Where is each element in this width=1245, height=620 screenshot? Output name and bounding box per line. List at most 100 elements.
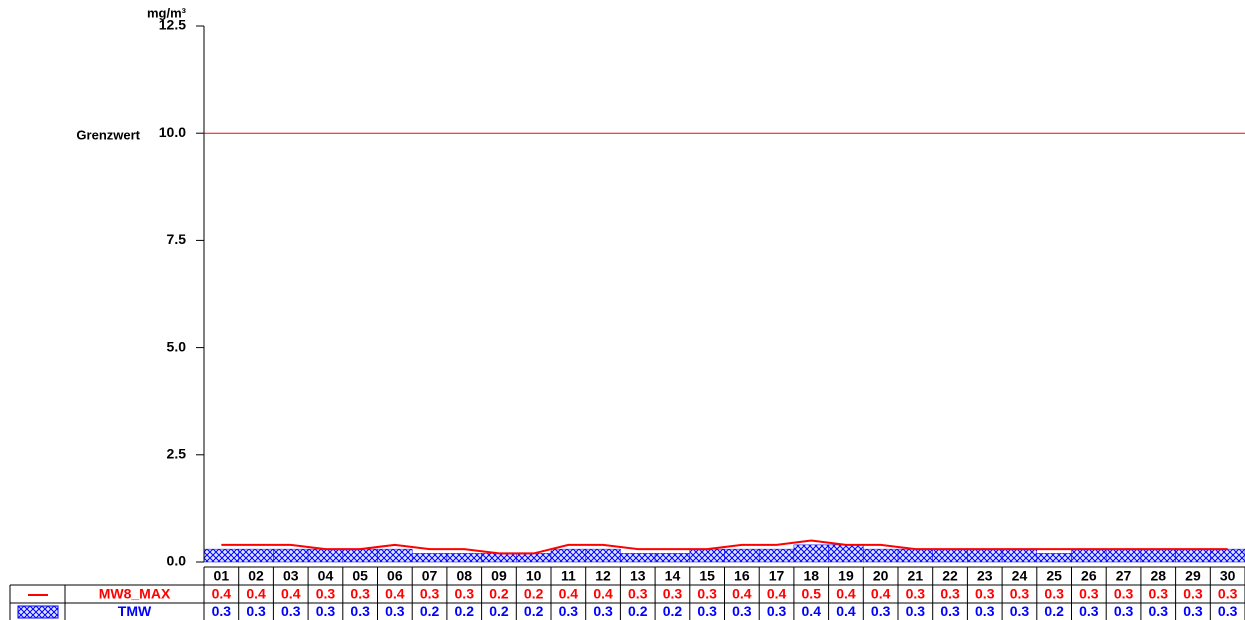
data-label: 0.2 <box>524 603 544 619</box>
bar <box>967 548 1003 563</box>
data-label: 0.3 <box>1114 603 1134 619</box>
bar <box>828 544 864 563</box>
x-tick-label: 16 <box>734 568 750 584</box>
data-label: 0.4 <box>767 586 787 602</box>
y-tick-label: 7.5 <box>167 231 187 247</box>
bar <box>411 553 448 563</box>
x-tick-label: 01 <box>214 568 230 584</box>
data-label: 0.5 <box>802 586 822 602</box>
data-label: 0.3 <box>1079 603 1099 619</box>
bar <box>932 548 968 563</box>
data-label: 0.4 <box>836 603 856 619</box>
data-label: 0.2 <box>1044 603 1064 619</box>
x-tick-label: 07 <box>422 568 438 584</box>
x-tick-label: 20 <box>873 568 889 584</box>
data-label: 0.4 <box>212 586 232 602</box>
y-tick-label: 12.5 <box>159 17 186 33</box>
bar <box>1001 548 1038 563</box>
bar <box>689 548 725 563</box>
x-tick-label: 23 <box>977 568 993 584</box>
bar <box>585 548 621 563</box>
x-tick-label: 15 <box>699 568 715 584</box>
data-label: 0.3 <box>732 603 752 619</box>
bar <box>793 544 829 563</box>
data-label: 0.3 <box>975 603 995 619</box>
data-label: 0.3 <box>940 586 960 602</box>
bar <box>516 553 552 563</box>
data-label: 0.3 <box>663 586 683 602</box>
bar <box>1210 548 1245 563</box>
x-tick-label: 26 <box>1081 568 1097 584</box>
data-label: 0.3 <box>1183 586 1203 602</box>
x-tick-label: 13 <box>630 568 646 584</box>
data-label: 0.3 <box>1114 586 1134 602</box>
data-label: 0.4 <box>802 603 822 619</box>
data-label: 0.3 <box>1079 586 1099 602</box>
data-label: 0.3 <box>1218 603 1238 619</box>
data-label: 0.2 <box>524 586 544 602</box>
data-label: 0.3 <box>1044 586 1064 602</box>
x-tick-label: 14 <box>665 568 681 584</box>
data-label: 0.3 <box>628 586 648 602</box>
x-tick-label: 08 <box>456 568 472 584</box>
x-tick-label: 04 <box>318 568 334 584</box>
legend-label: TMW <box>118 603 152 619</box>
bar <box>481 553 517 563</box>
bar <box>620 553 656 563</box>
data-label: 0.3 <box>1010 586 1030 602</box>
y-axis-label: mg/m³ <box>147 5 187 20</box>
bar <box>342 548 378 563</box>
x-tick-label: 11 <box>561 568 576 584</box>
x-tick-label: 21 <box>908 568 924 584</box>
data-label: 0.2 <box>420 603 440 619</box>
data-label: 0.3 <box>455 586 475 602</box>
data-label: 0.3 <box>1010 603 1030 619</box>
bar <box>203 548 239 563</box>
data-label: 0.4 <box>871 586 891 602</box>
data-label: 0.3 <box>593 603 613 619</box>
data-label: 0.3 <box>316 586 336 602</box>
data-label: 0.3 <box>975 586 995 602</box>
data-label: 0.4 <box>559 586 579 602</box>
data-label: 0.2 <box>489 603 509 619</box>
data-label: 0.2 <box>628 603 648 619</box>
data-label: 0.3 <box>246 603 266 619</box>
x-tick-label: 06 <box>387 568 403 584</box>
legend-symbol <box>17 605 59 619</box>
bar <box>273 548 309 563</box>
data-label: 0.3 <box>697 603 717 619</box>
bar <box>724 548 760 563</box>
data-label: 0.3 <box>906 586 926 602</box>
bar <box>758 548 795 563</box>
data-label: 0.3 <box>906 603 926 619</box>
x-tick-label: 02 <box>248 568 264 584</box>
x-tick-label: 19 <box>838 568 854 584</box>
y-tick-label: 0.0 <box>167 553 187 569</box>
data-label: 0.3 <box>212 603 232 619</box>
data-label: 0.3 <box>871 603 891 619</box>
bar <box>1071 548 1107 563</box>
x-tick-label: 12 <box>595 568 611 584</box>
x-tick-label: 18 <box>803 568 819 584</box>
x-tick-label: 28 <box>1150 568 1166 584</box>
data-label: 0.4 <box>246 586 266 602</box>
bar <box>897 548 933 563</box>
x-tick-label: 30 <box>1220 568 1236 584</box>
x-tick-label: 25 <box>1046 568 1062 584</box>
x-tick-label: 27 <box>1116 568 1132 584</box>
data-label: 0.3 <box>1149 586 1169 602</box>
x-tick-label: 05 <box>352 568 368 584</box>
data-label: 0.3 <box>1218 586 1238 602</box>
bar <box>377 548 413 563</box>
data-label: 0.3 <box>350 586 370 602</box>
y-tick-label: 2.5 <box>167 446 187 462</box>
data-label: 0.2 <box>663 603 683 619</box>
data-label: 0.2 <box>489 586 509 602</box>
data-label: 0.3 <box>1183 603 1203 619</box>
x-tick-label: 29 <box>1185 568 1201 584</box>
bar <box>1175 548 1211 563</box>
x-tick-label: 22 <box>942 568 958 584</box>
data-label: 0.4 <box>732 586 752 602</box>
data-label: 0.4 <box>385 586 405 602</box>
